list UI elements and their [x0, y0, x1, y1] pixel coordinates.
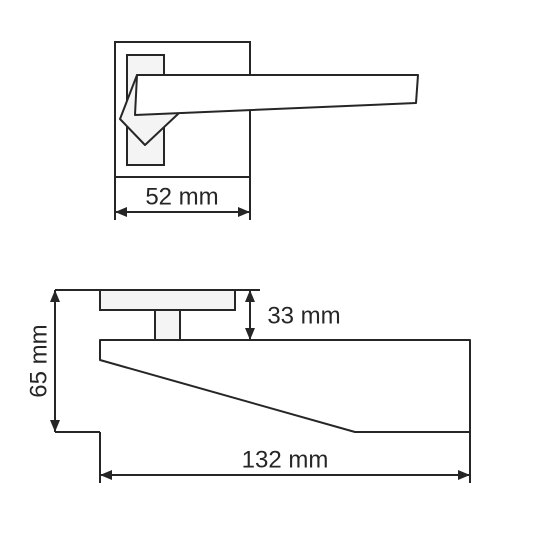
dim-52-label: 52 mm: [145, 183, 218, 210]
dim-33-label: 33 mm: [267, 302, 340, 329]
technical-drawing: 52 mm 33 mm 65 mm 132 mm: [0, 0, 551, 551]
dim-132-label: 132 mm: [242, 446, 329, 473]
dim-65-label: 65 mm: [25, 324, 52, 397]
